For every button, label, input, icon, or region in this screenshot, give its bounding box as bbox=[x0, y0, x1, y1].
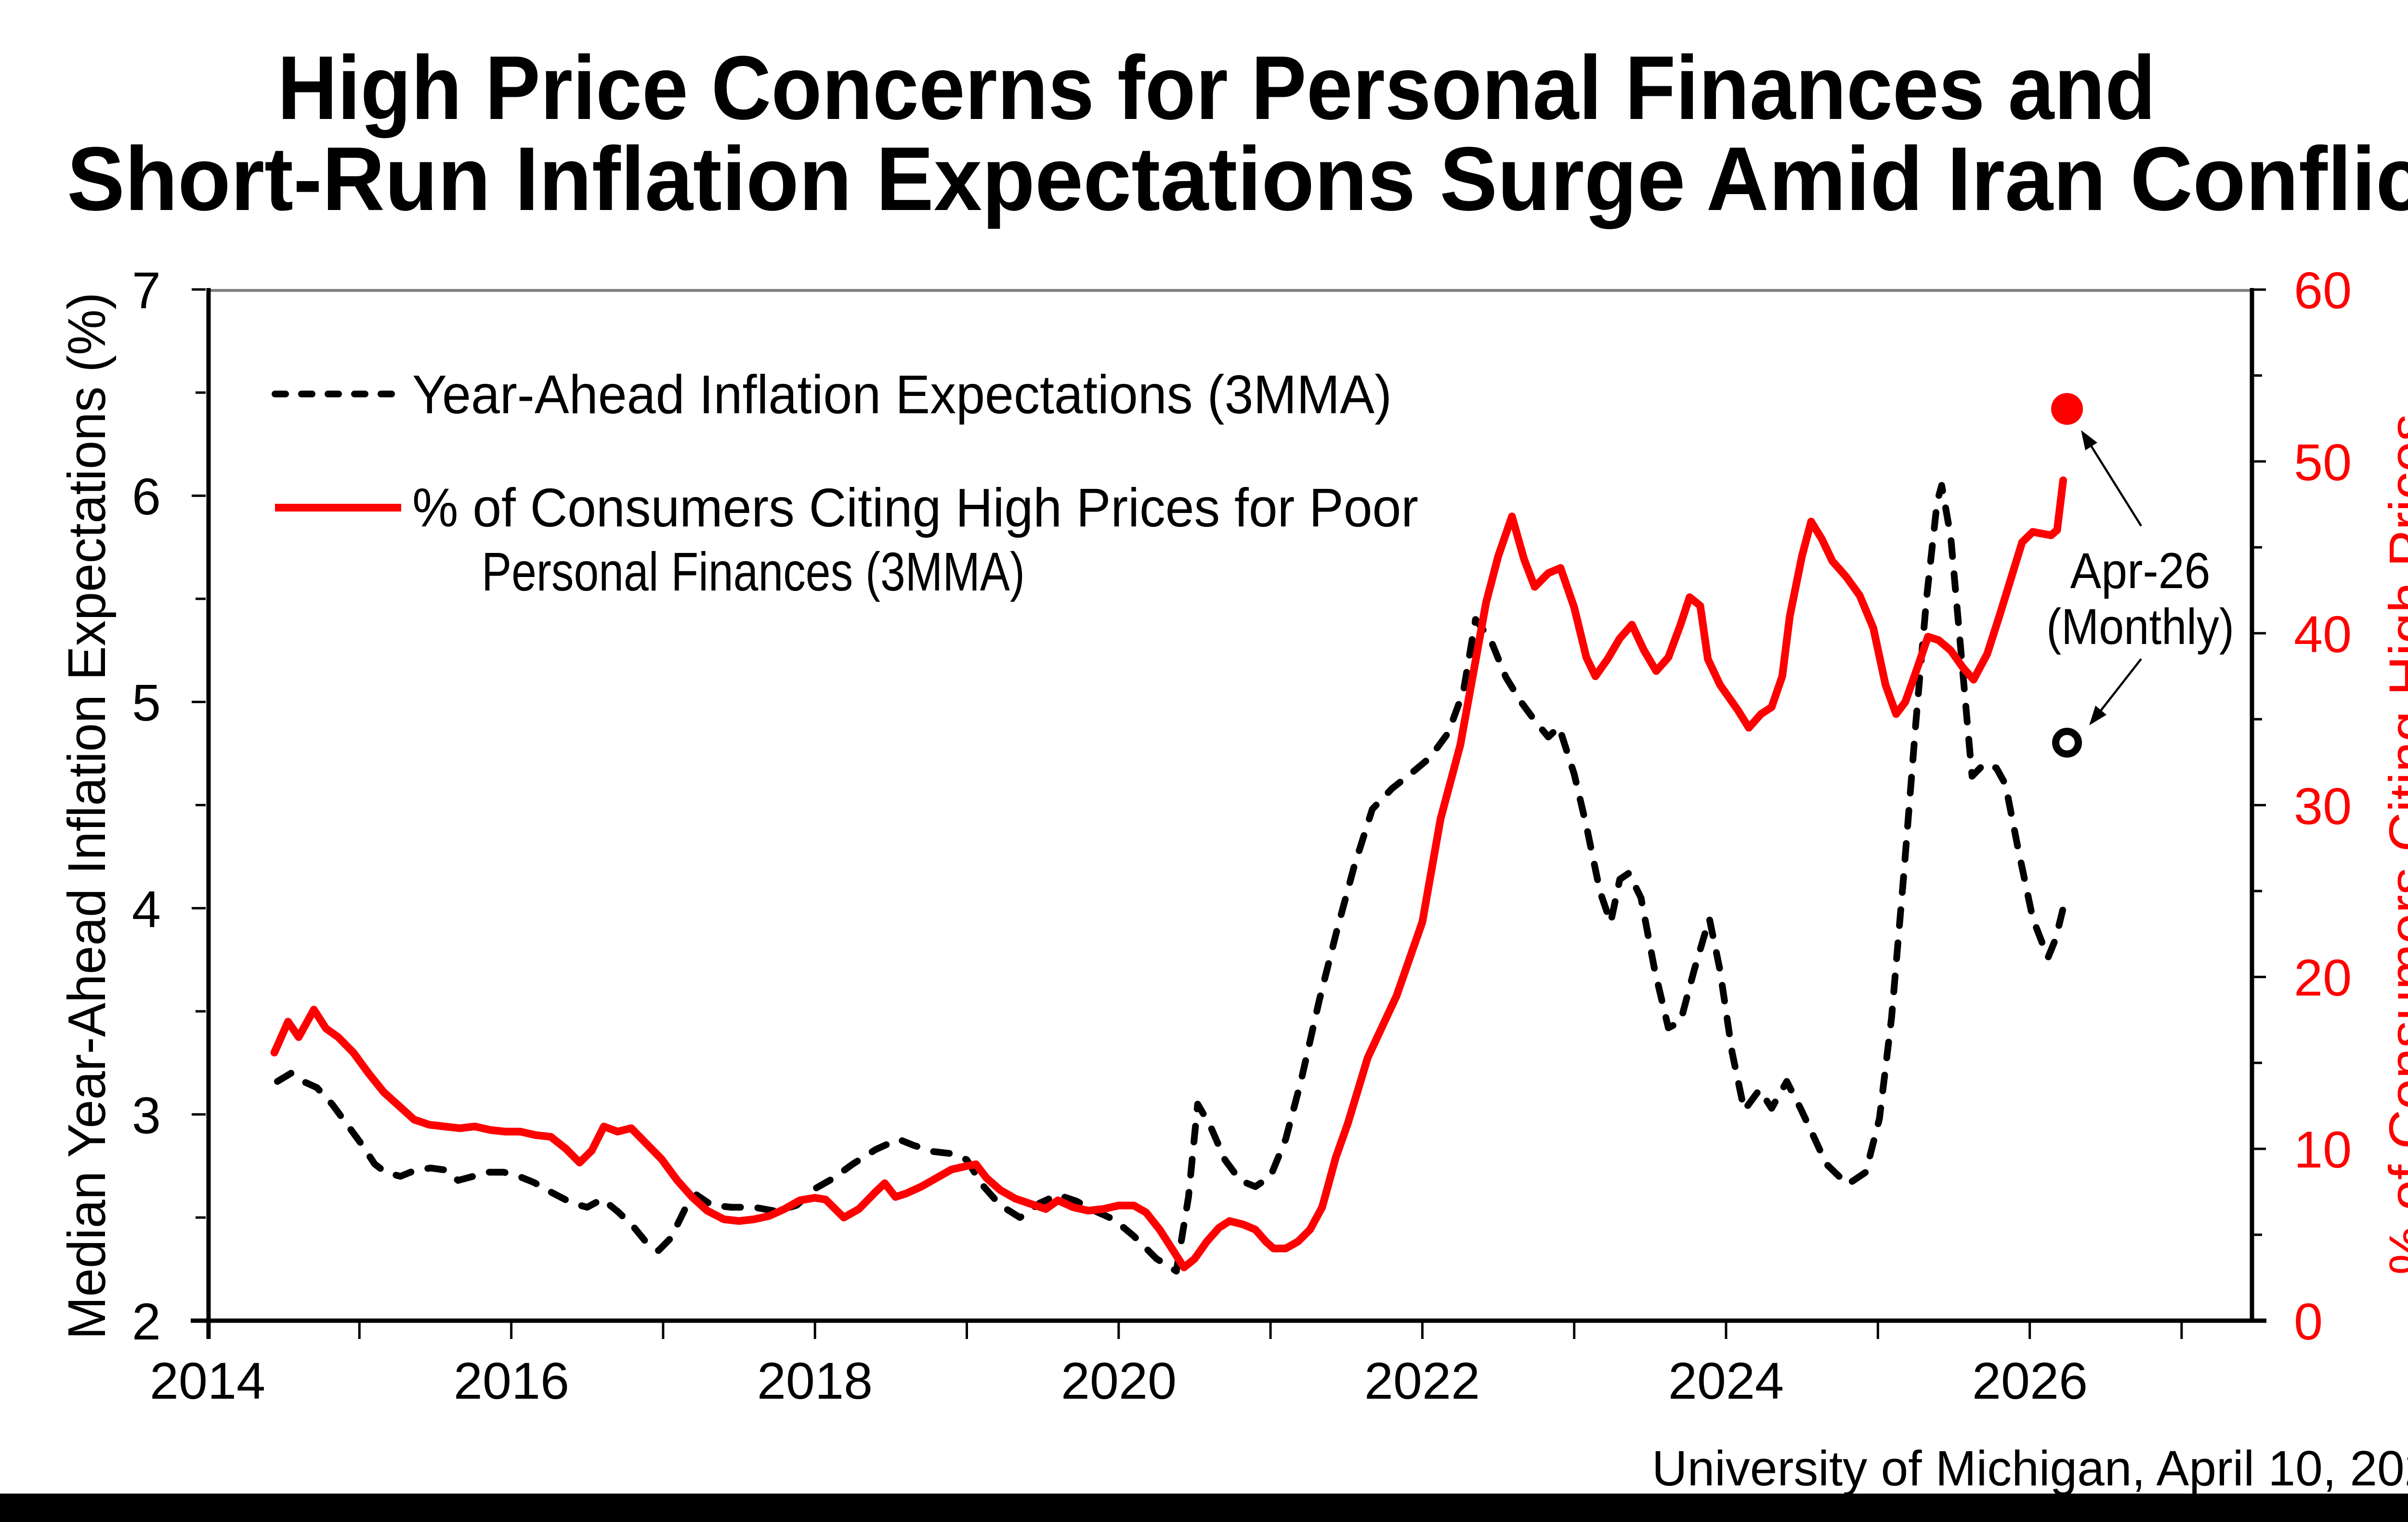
svg-text:2020: 2020 bbox=[1061, 1351, 1177, 1410]
svg-text:5: 5 bbox=[132, 673, 161, 732]
svg-text:7: 7 bbox=[132, 261, 161, 319]
svg-text:50: 50 bbox=[2294, 433, 2352, 491]
svg-text:30: 30 bbox=[2294, 777, 2352, 835]
svg-text:2024: 2024 bbox=[1668, 1351, 1784, 1410]
svg-text:2: 2 bbox=[132, 1292, 161, 1351]
svg-text:2018: 2018 bbox=[757, 1351, 873, 1410]
svg-text:20: 20 bbox=[2294, 948, 2352, 1007]
svg-text:60: 60 bbox=[2294, 261, 2352, 319]
svg-text:% of Consumers Citing High Pri: % of Consumers Citing High Prices bbox=[2379, 414, 2408, 1275]
svg-text:2016: 2016 bbox=[454, 1351, 569, 1410]
svg-text:Personal Finances (3MMA): Personal Finances (3MMA) bbox=[482, 541, 1025, 602]
svg-text:0: 0 bbox=[2294, 1292, 2323, 1351]
svg-text:6: 6 bbox=[132, 467, 161, 525]
svg-text:2014: 2014 bbox=[150, 1351, 265, 1410]
svg-text:Apr-26: Apr-26 bbox=[2070, 543, 2211, 599]
svg-text:2026: 2026 bbox=[1972, 1351, 2088, 1410]
svg-text:3: 3 bbox=[132, 1086, 161, 1144]
svg-text:Short-Run Inflation Expectatio: Short-Run Inflation Expectations Surge A… bbox=[67, 128, 2408, 229]
svg-text:% of Consumers Citing High Pri: % of Consumers Citing High Prices for Po… bbox=[412, 477, 1418, 538]
svg-text:(Monthly): (Monthly) bbox=[2046, 599, 2234, 655]
svg-text:4: 4 bbox=[132, 880, 161, 938]
svg-text:Year-Ahead Inflation Expectati: Year-Ahead Inflation Expectations (3MMA) bbox=[412, 364, 1392, 425]
svg-text:Median Year-Ahead Inflation Ex: Median Year-Ahead Inflation Expectations… bbox=[57, 292, 117, 1339]
svg-text:2022: 2022 bbox=[1364, 1351, 1480, 1410]
svg-text:40: 40 bbox=[2294, 605, 2352, 663]
svg-text:High Price Concerns for Person: High Price Concerns for Personal Finance… bbox=[277, 37, 2156, 138]
svg-text:10: 10 bbox=[2294, 1120, 2352, 1179]
svg-text:University of Michigan, April: University of Michigan, April 10, 2026 bbox=[1652, 1441, 2408, 1496]
